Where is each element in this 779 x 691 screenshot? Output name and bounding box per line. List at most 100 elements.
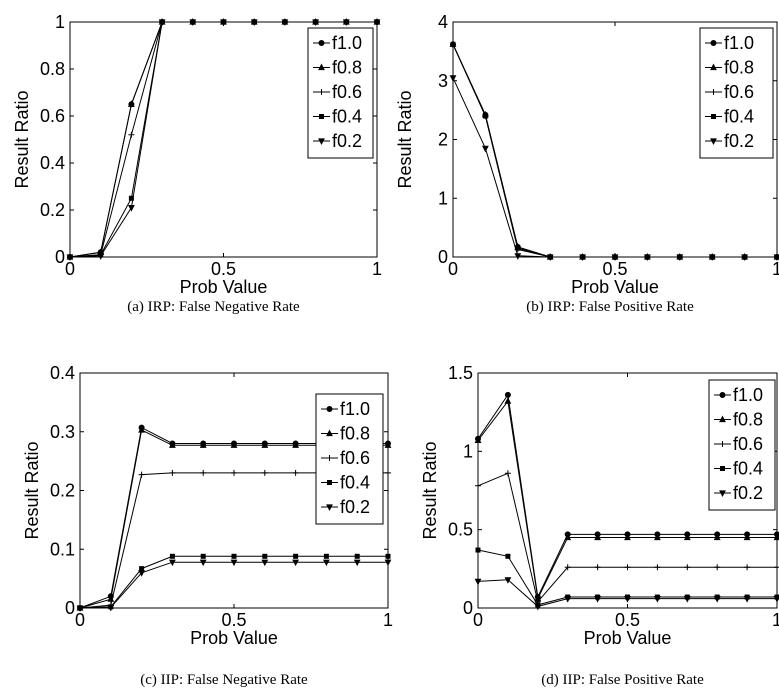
- legend-marker: [710, 89, 717, 95]
- x-tick-label: 0: [75, 610, 85, 630]
- data-point: [741, 254, 748, 261]
- legend: f1.0 f0.8 f0.6 f0.4 f0.2: [699, 27, 774, 159]
- data-point: [594, 533, 601, 541]
- data-point: [684, 564, 691, 571]
- data-point: [128, 100, 135, 107]
- data-point: [482, 145, 489, 153]
- data-point: [189, 19, 197, 26]
- legend-marker: [719, 391, 726, 398]
- data-point: [773, 533, 779, 541]
- y-tick-label: 1: [438, 188, 448, 208]
- data-point: [138, 425, 145, 433]
- legend: f1.0 f0.8 f0.6 f0.4 f0.2: [315, 393, 384, 525]
- legend-entry: f0.2: [724, 131, 754, 151]
- data-point: [76, 605, 84, 612]
- data-point: [744, 564, 751, 571]
- y-tick-label: 1: [463, 441, 473, 461]
- legend-entry: f0.8: [724, 58, 754, 78]
- data-point: [474, 436, 482, 443]
- legend-marker: [719, 415, 726, 423]
- x-tick-label: 1: [372, 259, 382, 279]
- data-point: [323, 553, 329, 559]
- x-tick-label: 1: [383, 610, 393, 630]
- series-f0.2: [76, 559, 392, 612]
- data-point: [579, 254, 586, 261]
- data-point: [594, 596, 601, 603]
- data-point: [200, 553, 206, 559]
- y-tick-label: 0: [65, 598, 75, 618]
- y-tick-label: 0.6: [40, 106, 65, 126]
- legend-marker: [319, 114, 324, 119]
- data-point: [250, 19, 258, 26]
- y-tick-label: 0.4: [40, 153, 65, 173]
- legend-marker: [318, 138, 325, 145]
- data-point: [200, 469, 207, 476]
- data-point: [292, 559, 299, 567]
- data-point: [450, 41, 456, 47]
- subfigure-caption: (c) IIP: False Negative Rate: [140, 672, 308, 688]
- series-f0.2: [449, 75, 779, 261]
- data-point: [504, 470, 511, 477]
- y-tick-label: 1.5: [448, 363, 473, 383]
- data-point: [564, 533, 572, 541]
- data-point: [169, 553, 175, 559]
- y-tick-label: 4: [438, 12, 448, 32]
- legend-marker: [318, 40, 325, 47]
- data-point: [128, 195, 134, 201]
- x-axis-label: Prob Value: [180, 277, 268, 297]
- data-point: [220, 19, 227, 26]
- legend-entry: f0.4: [332, 107, 362, 127]
- data-point: [773, 596, 779, 603]
- data-point: [546, 254, 554, 261]
- data-point: [292, 469, 299, 476]
- data-point: [743, 533, 751, 541]
- legend: f1.0 f0.8 f0.6 f0.4 f0.2: [307, 27, 374, 159]
- legend-entry: f0.8: [332, 58, 362, 78]
- data-point: [514, 253, 522, 260]
- series-f0.2: [474, 577, 779, 611]
- data-point: [449, 75, 457, 82]
- data-point: [714, 564, 721, 571]
- x-axis-label: Prob Value: [571, 277, 659, 297]
- data-point: [384, 441, 392, 448]
- data-point: [564, 596, 572, 603]
- chart-panel-0: 0 0.5 1 0 0.2 0.4 0.6 0.8 1 Prob Value Result Rati…: [12, 12, 382, 315]
- data-point: [138, 570, 145, 577]
- data-point: [743, 596, 751, 603]
- data-point: [261, 559, 269, 567]
- data-point: [475, 547, 481, 553]
- y-axis-label: Result Ratio: [12, 90, 32, 188]
- subfigure-caption: (b) IRP: False Positive Rate: [526, 299, 694, 315]
- y-tick-label: 0: [438, 247, 448, 267]
- data-point: [504, 577, 512, 584]
- data-point: [654, 533, 661, 541]
- legend-entry: f0.2: [332, 131, 362, 151]
- data-point: [475, 482, 481, 489]
- data-point: [312, 19, 319, 26]
- data-point: [654, 564, 661, 571]
- x-tick-label: 0.5: [602, 259, 627, 279]
- legend-marker: [710, 138, 717, 145]
- data-point: [199, 441, 207, 448]
- x-tick-label: 0: [448, 259, 458, 279]
- data-point: [564, 564, 571, 571]
- data-point: [158, 19, 166, 26]
- y-axis-label: Result Ratio: [22, 441, 42, 539]
- data-point: [534, 603, 542, 611]
- chart-panel-2: 0 0.5 1 0 0.1 0.2 0.3 0.4 Prob Value Result Ratio…: [22, 363, 393, 688]
- data-point: [774, 564, 779, 571]
- data-point: [624, 564, 631, 571]
- data-point: [644, 254, 651, 261]
- y-tick-label: 3: [438, 71, 448, 91]
- data-point: [354, 553, 360, 559]
- x-tick-label: 0.5: [221, 610, 246, 630]
- data-point: [139, 566, 145, 572]
- data-point: [385, 469, 391, 476]
- legend-entry: f1.0: [724, 33, 754, 53]
- data-point: [323, 559, 330, 567]
- data-point: [292, 441, 299, 448]
- legend-box: [708, 379, 776, 511]
- data-point: [713, 596, 721, 603]
- series-f0.6: [475, 470, 779, 605]
